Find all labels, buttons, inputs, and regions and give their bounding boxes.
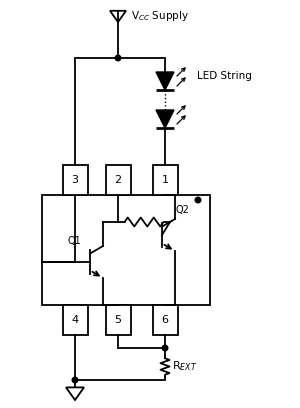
Text: 2: 2	[114, 175, 122, 185]
Bar	[152, 305, 178, 335]
Text: LED String: LED String	[197, 71, 252, 81]
Text: 3: 3	[71, 175, 79, 185]
Text: Q1: Q1	[68, 236, 82, 246]
Polygon shape	[156, 72, 174, 90]
Bar	[62, 305, 88, 335]
Circle shape	[115, 55, 121, 61]
Bar	[152, 165, 178, 195]
Polygon shape	[156, 110, 174, 128]
Bar	[62, 165, 88, 195]
Bar	[106, 165, 130, 195]
Text: Q2: Q2	[176, 205, 190, 215]
Bar	[42, 195, 210, 305]
Text: R$_{EXT}$: R$_{EXT}$	[172, 359, 197, 373]
Circle shape	[72, 377, 78, 383]
Bar	[106, 305, 130, 335]
Circle shape	[195, 197, 201, 203]
Circle shape	[162, 345, 168, 351]
Text: 5: 5	[115, 315, 122, 325]
Text: 4: 4	[71, 315, 79, 325]
Text: V$_{CC}$ Supply: V$_{CC}$ Supply	[131, 9, 189, 23]
Text: 1: 1	[161, 175, 169, 185]
Polygon shape	[110, 11, 126, 22]
Polygon shape	[66, 388, 84, 400]
Text: 6: 6	[161, 315, 169, 325]
